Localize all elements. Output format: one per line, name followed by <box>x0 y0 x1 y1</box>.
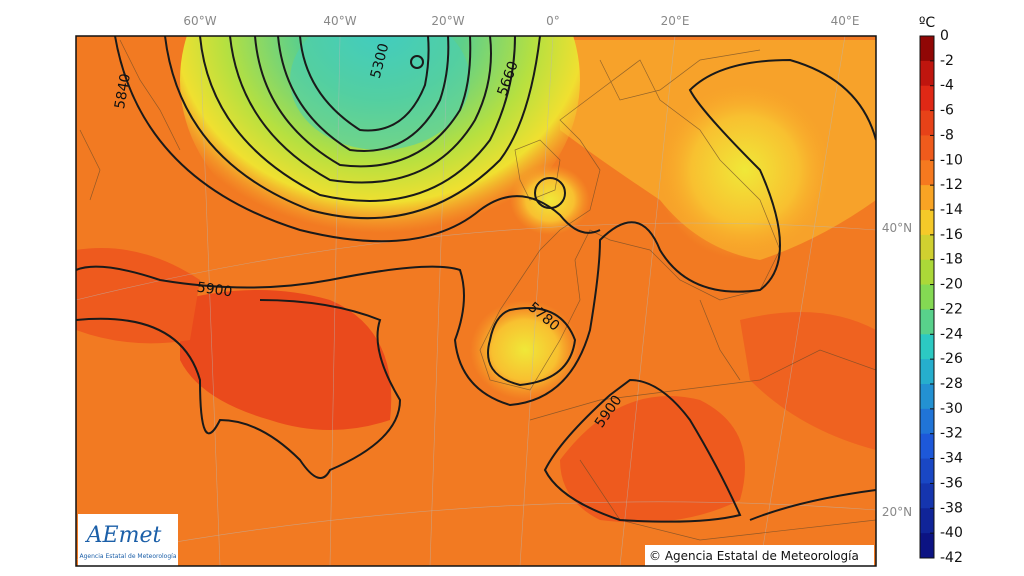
colorbar-tick-label: -2 <box>940 53 954 69</box>
warm-area <box>740 312 876 450</box>
contour-label: 5900 <box>196 280 234 301</box>
colorbar-tick-label: -22 <box>940 301 963 317</box>
colorbar-segment <box>920 36 934 62</box>
copyright-box <box>645 545 874 566</box>
colorbar-segment <box>920 458 934 484</box>
colorbar-tick-label: -14 <box>940 202 963 218</box>
colorbar-segment <box>920 334 934 360</box>
colorbar-segment <box>920 284 934 310</box>
colorbar-tick-label: 0 <box>940 28 949 44</box>
logo-box <box>78 514 178 566</box>
colorbar-tick-label: -8 <box>940 127 954 143</box>
warm-area <box>180 290 392 430</box>
contour-line <box>410 55 424 69</box>
colorbar-tick-label: -36 <box>940 475 963 491</box>
colorbar-segment <box>920 309 934 335</box>
colorbar-tick-label: -26 <box>940 351 963 367</box>
contour-line <box>534 177 566 209</box>
map-frame <box>75 35 877 567</box>
colorbar-segment <box>920 508 934 534</box>
colorbar-segment <box>920 408 934 435</box>
colorbar-segment <box>920 234 934 261</box>
colorbar-tick-label: -16 <box>940 227 963 243</box>
contour-line <box>76 299 402 479</box>
colorbar-tick-label: -4 <box>940 78 954 94</box>
contour-line <box>229 36 492 184</box>
coastline <box>79 39 876 541</box>
cool-area <box>655 80 835 260</box>
contour-line <box>76 58 876 407</box>
contour-line <box>164 36 541 220</box>
colorbar-tick-label: -30 <box>940 401 963 417</box>
colorbar-segment <box>920 433 934 460</box>
colorbar-tick-label: -40 <box>940 525 963 541</box>
contour-line <box>299 36 430 132</box>
colorbar-segment <box>920 85 934 112</box>
contour-line <box>749 489 876 521</box>
contour-line <box>487 307 577 387</box>
colorbar-segment <box>920 384 934 410</box>
map: 5840 5300 5660 5900 5780 5900 AEmet Agen… <box>76 36 876 566</box>
copyright: © Agencia Estatal de Meteorología <box>649 549 859 563</box>
colorbar: 0 -2 -4 -6 -8 -10 -12 -14 -16 -18 -20 -22 -24 -26 -28 -… <box>919 28 963 566</box>
colorbar-tick-label: -12 <box>940 177 963 193</box>
longitude-label: 40°W <box>323 14 356 28</box>
logo-name: AEmet <box>85 523 162 548</box>
colorbar-tick-label: -42 <box>940 550 963 566</box>
colorbar-tick-label: -24 <box>940 326 963 342</box>
contour-label: 5840 <box>112 72 134 110</box>
longitude-label: 0° <box>546 14 560 28</box>
colorbar-segment <box>920 533 934 559</box>
graticule <box>199 36 846 566</box>
colorbar-unit: ºC <box>919 15 936 31</box>
latitude-label: 40°N <box>882 221 912 235</box>
colorbar-segment <box>920 210 934 236</box>
colorbar-tick-label: -6 <box>940 103 954 119</box>
colorbar-segment <box>920 359 934 385</box>
colorbar-tick-label: -34 <box>940 451 963 467</box>
colorbar-segment <box>920 185 934 211</box>
contour-line <box>543 378 742 523</box>
colorbar-segment <box>920 483 934 509</box>
colorbar-tick-label: -32 <box>940 426 963 442</box>
logo-subtitle: Agencia Estatal de Meteorología <box>80 553 177 560</box>
contour-line <box>199 36 516 202</box>
longitude-label: 20°W <box>431 14 464 28</box>
colorbar-frame <box>919 35 935 559</box>
colorbar-segment <box>920 259 934 286</box>
longitude-label: 60°W <box>183 14 216 28</box>
contour-line <box>277 36 450 152</box>
colorbar-segment <box>920 60 934 87</box>
colorbar-segment <box>920 110 934 136</box>
colorbar-tick-label: -18 <box>940 252 963 268</box>
longitude-label: 40°E <box>831 14 860 28</box>
colorbar-tick-label: -28 <box>940 376 963 392</box>
colorbar-segment <box>920 160 934 186</box>
colorbar-tick-label: -38 <box>940 500 963 516</box>
warm-area <box>560 396 745 523</box>
longitude-label: 20°E <box>661 14 690 28</box>
contour-line <box>254 36 472 168</box>
colorbar-tick-label: -20 <box>940 277 963 293</box>
latitude-label: 20°N <box>882 505 912 519</box>
contour-line <box>114 36 601 243</box>
colorbar-tick-label: -10 <box>940 152 963 168</box>
graticule <box>76 222 876 561</box>
colorbar-segment <box>920 135 934 161</box>
